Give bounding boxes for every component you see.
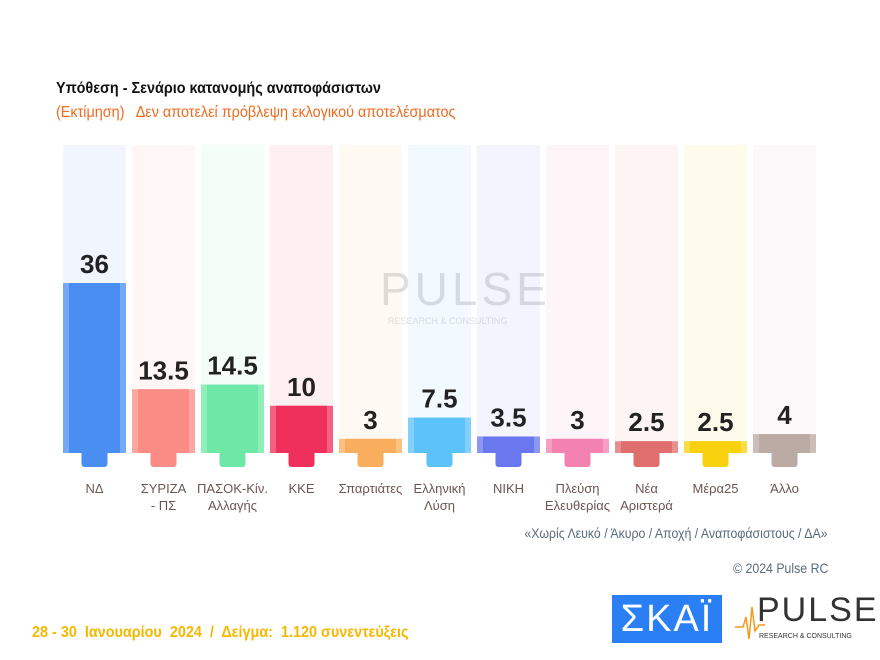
data-label: 14.5: [207, 351, 258, 381]
category-label: Αλλαγής: [208, 498, 257, 513]
chart-subtitle: (Εκτίμηση) Δεν αποτελεί πρόβλεψη εκλογικ…: [56, 104, 456, 121]
party-logo-icon: [150, 445, 177, 467]
skai-logo: ΣΚΑΪ: [612, 595, 722, 643]
bar-background: [408, 145, 471, 453]
category-label: ΚΚΕ: [288, 481, 314, 496]
data-label: 7.5: [421, 384, 457, 414]
party-logo-icon: [702, 445, 729, 467]
category-label: ΠΑΣΟΚ-Κίν.: [197, 481, 268, 496]
party-logo-icon: [633, 445, 660, 467]
category-label: Ελληνική: [413, 481, 465, 496]
category-label: Αριστερά: [620, 498, 673, 513]
party-logo-icon: [81, 445, 108, 467]
bar-background: [615, 145, 678, 453]
data-label: 4: [777, 400, 792, 430]
data-label: 10: [287, 372, 316, 402]
category-label: Λύση: [424, 498, 455, 513]
party-logo-icon: [771, 445, 798, 467]
category-label: - ΠΣ: [151, 498, 176, 513]
data-label: 2.5: [697, 407, 733, 437]
bar-background: [753, 145, 816, 453]
bar-background: [477, 145, 540, 453]
party-logo-icon: [357, 445, 384, 467]
bar-core: [207, 384, 258, 453]
category-label: ΝΙΚΗ: [493, 481, 524, 496]
category-label: Πλεύση: [555, 481, 599, 496]
data-label: 3: [363, 405, 377, 435]
category-label: Άλλο: [770, 481, 799, 496]
bar-background: [546, 145, 609, 453]
data-label: 3: [570, 405, 584, 435]
bar-background: [339, 145, 402, 453]
pulse-watermark: PULSE RESEARCH & CONSULTING: [380, 263, 551, 326]
bar-core: [69, 283, 120, 453]
copyright: © 2024 Pulse RC: [732, 560, 828, 576]
data-label: 2.5: [628, 407, 664, 437]
data-label: 13.5: [138, 355, 189, 385]
bar-background: [684, 145, 747, 453]
category-label: Νέα: [635, 481, 658, 496]
bar-background: [270, 145, 333, 453]
category-label: ΣΥΡΙΖΑ: [141, 481, 187, 496]
party-logo-icon: [426, 445, 453, 467]
pulse-logo: PULSE RESEARCH & CONSULTING: [735, 591, 877, 645]
category-label: ΝΔ: [85, 481, 103, 496]
category-label: Μέρα25: [693, 481, 739, 496]
survey-footer: 28 - 30 Ιανουαρίου 2024 / Δείγμα: 1.120 …: [32, 624, 409, 641]
bar-core: [138, 389, 189, 453]
party-logo-icon: [288, 445, 315, 467]
category-label: Ελευθερίας: [545, 498, 610, 513]
exclusion-note: «Χωρίς Λευκό / Άκυρο / Αποχή / Αναποφάσι…: [524, 525, 828, 541]
data-label: 3.5: [490, 402, 526, 432]
chart-title: Υπόθεση - Σενάριο κατανομής αναποφάσιστω…: [56, 80, 381, 97]
party-logo-icon: [219, 445, 246, 467]
data-label: 36: [80, 249, 109, 279]
party-logo-icon: [564, 445, 591, 467]
bar-chart: 36 ΝΔ 13.5 ΣΥΡΙΖΑ - ΠΣ 14.5 ΠΑΣΟΚ-Κίν. Αλλαγής 1…: [63, 145, 816, 513]
party-logo-icon: [495, 445, 522, 467]
category-label: Σπαρτιάτες: [339, 481, 403, 496]
